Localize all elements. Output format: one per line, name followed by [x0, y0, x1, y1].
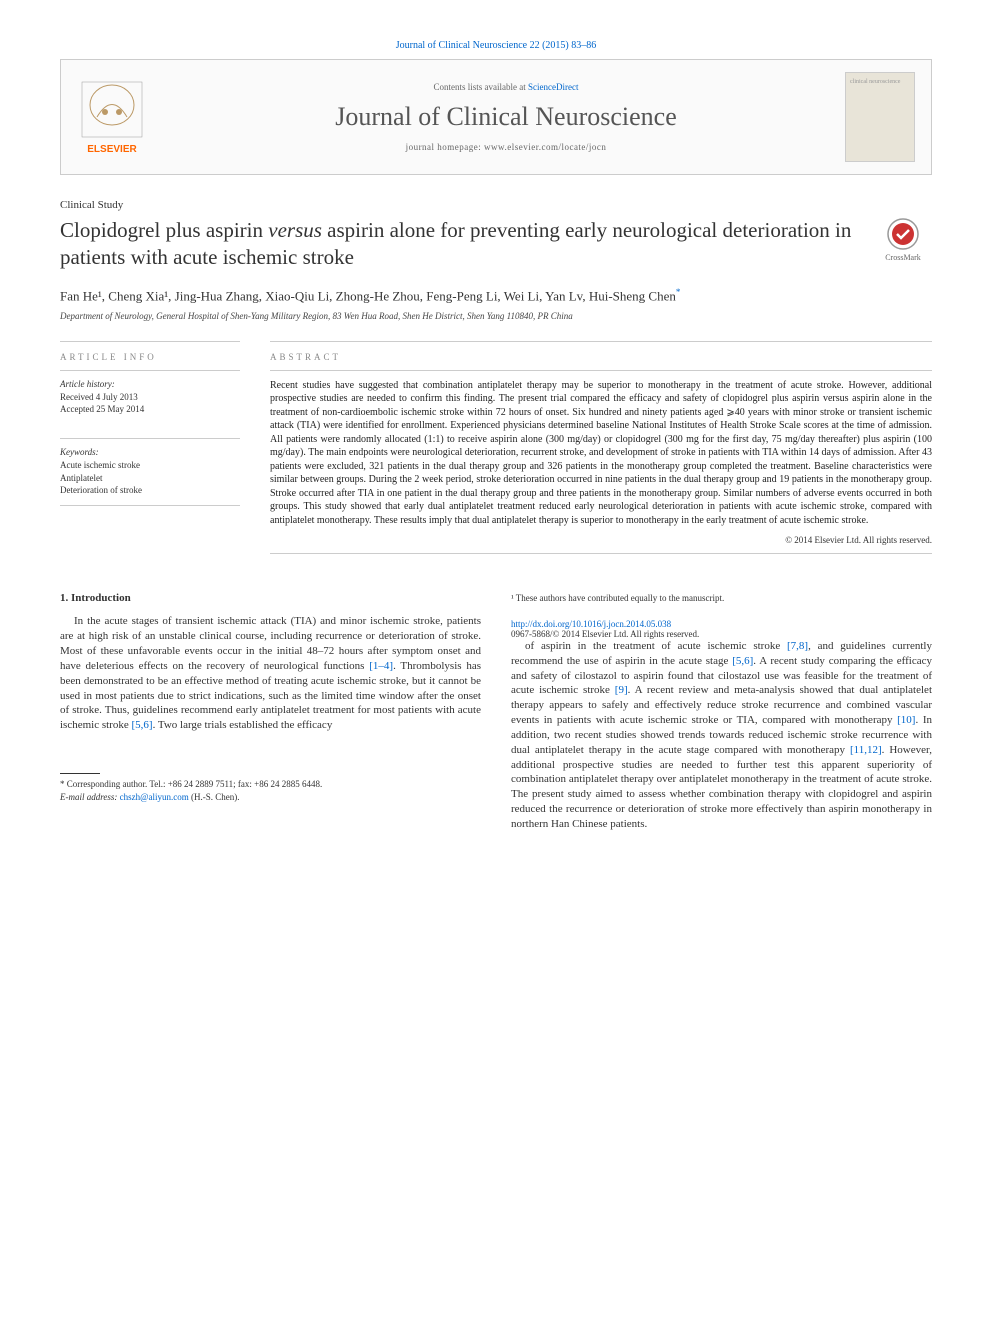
received-date: Received 4 July 2013 [60, 391, 240, 404]
journal-homepage: journal homepage: www.elsevier.com/locat… [167, 142, 845, 152]
crossmark-badge[interactable]: CrossMark [874, 217, 932, 262]
article-info-panel: ARTICLE INFO Article history: Received 4… [60, 341, 240, 563]
top-citation: Journal of Clinical Neuroscience 22 (201… [60, 40, 932, 51]
section-heading-intro: 1. Introduction [60, 592, 481, 604]
email-note: E-mail address: chszh@aliyun.com (H.-S. … [60, 791, 481, 804]
ref-link[interactable]: [1–4] [369, 660, 393, 672]
author-list: Fan He¹, Cheng Xia¹, Jing-Hua Zhang, Xia… [60, 286, 932, 306]
article-info-label: ARTICLE INFO [60, 352, 240, 362]
corresponding-author-note: * Corresponding author. Tel.: +86 24 288… [60, 778, 481, 791]
journal-name: Journal of Clinical Neuroscience [167, 102, 845, 132]
body-para-2: of aspirin in the treatment of acute isc… [511, 639, 932, 832]
article-title: Clopidogrel plus aspirin versus aspirin … [60, 217, 874, 272]
ref-link[interactable]: [5,6] [131, 719, 152, 731]
author-email-link[interactable]: chszh@aliyun.com [120, 792, 189, 802]
abstract-copyright: © 2014 Elsevier Ltd. All rights reserved… [270, 535, 932, 545]
keywords-label: Keywords: [60, 447, 240, 457]
keyword: Antiplatelet [60, 472, 240, 485]
svg-text:ELSEVIER: ELSEVIER [87, 144, 137, 155]
keyword: Acute ischemic stroke [60, 459, 240, 472]
elsevier-logo: ELSEVIER [77, 77, 147, 157]
ref-link[interactable]: [5,6] [732, 655, 753, 667]
abstract-panel: ABSTRACT Recent studies have suggested t… [270, 341, 932, 563]
journal-header: ELSEVIER Contents lists available at Sci… [60, 59, 932, 175]
ref-link[interactable]: [11,12] [850, 744, 882, 756]
abstract-text: Recent studies have suggested that combi… [270, 379, 932, 528]
accepted-date: Accepted 25 May 2014 [60, 403, 240, 416]
journal-cover-thumbnail: clinical neuroscience [845, 72, 915, 162]
abstract-label: ABSTRACT [270, 352, 932, 362]
ref-link[interactable]: [7,8] [787, 640, 808, 652]
affiliation: Department of Neurology, General Hospita… [60, 311, 932, 323]
page-footer: http://dx.doi.org/10.1016/j.jocn.2014.05… [511, 619, 932, 639]
keyword: Deterioration of stroke [60, 484, 240, 497]
sciencedirect-link[interactable]: ScienceDirect [528, 82, 578, 92]
ref-link[interactable]: [9] [615, 684, 628, 696]
equal-contrib-note: ¹ These authors have contributed equally… [511, 592, 932, 605]
article-type: Clinical Study [60, 199, 932, 211]
history-label: Article history: [60, 379, 240, 389]
ref-link[interactable]: [10] [897, 714, 915, 726]
doi-link[interactable]: http://dx.doi.org/10.1016/j.jocn.2014.05… [511, 619, 671, 629]
contents-available: Contents lists available at ScienceDirec… [167, 82, 845, 92]
body-para-1: In the acute stages of transient ischemi… [60, 614, 481, 733]
issn-copyright: 0967-5868/© 2014 Elsevier Ltd. All right… [511, 629, 932, 639]
